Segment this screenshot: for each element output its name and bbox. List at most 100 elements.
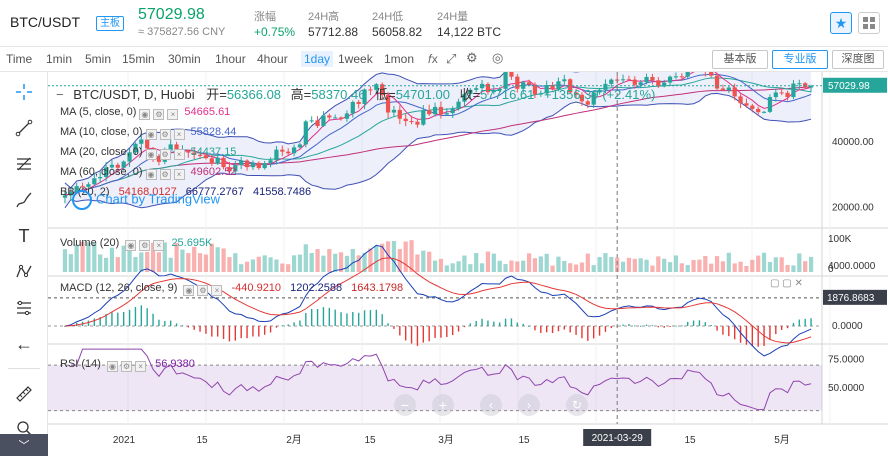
- view-button[interactable]: 基本版: [712, 50, 768, 69]
- candle-body: [709, 72, 714, 76]
- volume-bar: [403, 241, 408, 272]
- zoom-in-button[interactable]: +: [432, 394, 454, 416]
- reset-button[interactable]: ↻: [566, 394, 588, 416]
- volume-bar: [121, 245, 126, 272]
- macd-hist-bar: [745, 326, 748, 345]
- candle-body: [309, 120, 314, 122]
- pattern-icon[interactable]: [10, 260, 38, 284]
- macd-hist-bar: [575, 326, 577, 335]
- fib-icon[interactable]: [10, 152, 38, 176]
- interval-1week[interactable]: 1week: [338, 52, 373, 66]
- volume-bar: [297, 254, 303, 272]
- volume-bar: [203, 254, 209, 272]
- candle-body: [620, 79, 626, 81]
- scroll-right-button[interactable]: ›: [518, 394, 540, 416]
- settings-icon[interactable]: ⚙: [466, 50, 478, 65]
- macd-hist-bar: [739, 326, 742, 343]
- series-collapse-icon[interactable]: −: [56, 87, 64, 102]
- collapse-button[interactable]: ﹀: [0, 434, 48, 456]
- volume-close-icon[interactable]: ×: [153, 240, 165, 251]
- candle-body: [415, 121, 420, 125]
- candle-body: [479, 83, 485, 89]
- macd-close-icon[interactable]: ×: [211, 285, 223, 296]
- ma-settings-icon[interactable]: ⚙: [153, 109, 165, 120]
- ma-close-icon[interactable]: ×: [173, 149, 185, 160]
- interval-1mon[interactable]: 1mon: [384, 52, 415, 66]
- macd-hist-bar: [669, 326, 671, 327]
- pane-maximize-icon[interactable]: ▢ ▢ ✕: [770, 278, 803, 289]
- interval-1day[interactable]: 1day: [301, 51, 334, 67]
- volume-eye-icon[interactable]: ◉: [125, 240, 137, 251]
- interval-1hour[interactable]: 1hour: [215, 52, 246, 66]
- ma-label: MA (5, close, 0): [60, 106, 137, 118]
- interval-1min[interactable]: 1min: [46, 52, 73, 66]
- rsi-value: 56.9380: [155, 358, 195, 370]
- ma-eye-icon[interactable]: ◉: [145, 169, 157, 180]
- ma-settings-icon[interactable]: ⚙: [159, 169, 171, 180]
- scroll-left-button[interactable]: ‹: [480, 394, 502, 416]
- measure-icon[interactable]: [10, 296, 38, 320]
- ma-close-icon[interactable]: ×: [173, 129, 185, 140]
- view-button[interactable]: 深度图: [832, 50, 884, 69]
- candle-body: [450, 108, 455, 114]
- macd-eye-icon[interactable]: ◉: [183, 285, 195, 296]
- macd-settings-icon[interactable]: ⚙: [197, 285, 209, 296]
- candle-body: [444, 113, 449, 115]
- macd-hist-bar: [528, 325, 530, 327]
- interval-30min[interactable]: 30min: [168, 52, 201, 66]
- ma-value: 49602.52: [190, 166, 237, 178]
- macd-hist-bar: [610, 326, 613, 329]
- ma-settings-icon[interactable]: ⚙: [159, 129, 171, 140]
- rsi-settings-icon[interactable]: ⚙: [121, 361, 133, 372]
- rsi-close-icon[interactable]: ×: [135, 361, 147, 372]
- board-badge[interactable]: 主板: [96, 16, 124, 31]
- macd-hist-bar: [663, 326, 665, 328]
- watermark-text: Chart by TradingView: [96, 191, 221, 207]
- rsi-eye-icon[interactable]: ◉: [107, 361, 119, 372]
- macd-hist-bar: [334, 309, 336, 326]
- ma-value: 54437.15: [190, 146, 237, 158]
- watermark[interactable]: Chart by TradingView: [72, 190, 220, 210]
- ma-settings-icon[interactable]: ⚙: [159, 149, 171, 160]
- arrow-left-icon[interactable]: ←: [15, 333, 33, 354]
- macd-hist-bar: [263, 326, 266, 335]
- camera-icon[interactable]: ◎: [492, 50, 504, 65]
- ma-close-icon[interactable]: ×: [173, 169, 185, 180]
- trend-line-icon[interactable]: [10, 116, 38, 140]
- crosshair-icon[interactable]: [10, 80, 38, 104]
- volume-bar: [579, 262, 585, 272]
- ma-close-icon[interactable]: ×: [167, 109, 179, 120]
- zoom-out-button[interactable]: −: [394, 394, 416, 416]
- macd-hist-bar: [211, 326, 213, 337]
- macd-hist-bar: [622, 324, 624, 326]
- favorite-button[interactable]: ★: [830, 12, 852, 34]
- volume-bar: [644, 259, 649, 272]
- view-button[interactable]: 专业版: [772, 50, 828, 69]
- volume-settings-icon[interactable]: ⚙: [139, 240, 151, 251]
- ma-eye-icon[interactable]: ◉: [139, 109, 151, 120]
- compare-icon[interactable]: ⤢: [446, 51, 457, 66]
- brush-icon[interactable]: [10, 188, 38, 212]
- ma-eye-icon[interactable]: ◉: [145, 129, 157, 140]
- candle-body: [720, 88, 726, 91]
- bb-band-fill: [64, 72, 812, 208]
- chart-area[interactable]: 57029.98 40000.00 20000.00 100K 0 4000.0000 18…: [48, 72, 888, 456]
- grid-button[interactable]: [858, 12, 880, 34]
- open-label: 开=: [206, 87, 227, 102]
- interval-5min[interactable]: 5min: [85, 52, 112, 66]
- candle-body: [374, 84, 379, 90]
- macd-hist-bar: [563, 326, 566, 330]
- candle-body: [80, 186, 85, 188]
- interval-4hour[interactable]: 4hour: [257, 52, 288, 66]
- stat-label: 24H低: [372, 11, 404, 23]
- ma-eye-icon[interactable]: ◉: [145, 149, 157, 160]
- indicator-icon[interactable]: 𝑓x: [428, 52, 438, 66]
- symbol-title[interactable]: BTC/USDT: [10, 14, 80, 30]
- ruler-icon[interactable]: [10, 382, 38, 406]
- interval-time[interactable]: Time: [6, 52, 33, 66]
- interval-15min[interactable]: 15min: [122, 52, 155, 66]
- text-icon[interactable]: T: [18, 225, 30, 246]
- candle-body: [397, 109, 402, 119]
- time-tick: 2021: [113, 435, 136, 446]
